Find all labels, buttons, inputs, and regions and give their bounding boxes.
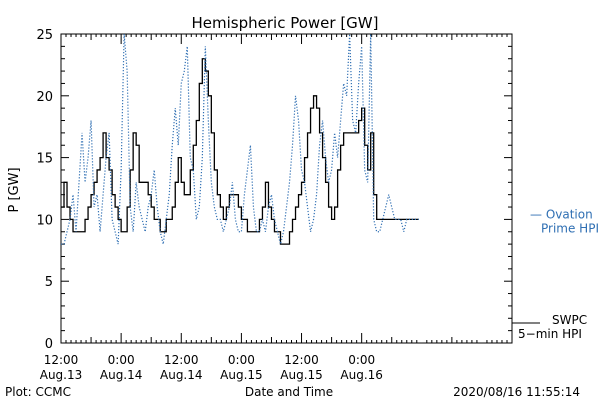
y-tick-label: 10: [36, 213, 53, 228]
x-tick-date-label: Aug.14: [100, 368, 143, 382]
x-tick-date-label: Aug.15: [220, 368, 263, 382]
plot-timestamp: 2020/08/16 11:55:14: [453, 385, 580, 399]
legend-swpc-line1: SWPC: [552, 313, 587, 327]
x-axis-label: Date and Time: [245, 385, 333, 399]
legend-ovation-line2: Prime HPI: [541, 221, 599, 235]
x-tick-date-label: Aug.15: [280, 368, 323, 382]
x-tick-time-label: 12:00: [284, 353, 319, 367]
y-tick-label: 20: [36, 90, 53, 105]
plot-frame: [60, 33, 513, 344]
x-tick-time-label: 0:00: [108, 353, 135, 367]
legend-ovation-line1: — Ovation: [530, 207, 593, 221]
plot-area: 051015202512:00Aug.130:00Aug.1412:00Aug.…: [36, 28, 599, 382]
chart-title: Hemispheric Power [GW]: [192, 14, 379, 32]
y-tick-label: 0: [45, 337, 53, 352]
plot-credit: Plot: CCMC: [5, 385, 71, 399]
x-tick-date-label: Aug.13: [40, 368, 83, 382]
series-line-ovation: [61, 33, 419, 245]
x-tick-time-label: 0:00: [228, 353, 255, 367]
x-tick-date-label: Aug.14: [160, 368, 203, 382]
y-tick-label: 25: [36, 28, 53, 43]
legend-swpc-line2: 5−min HPI: [518, 327, 582, 341]
x-tick-time-label: 0:00: [348, 353, 375, 367]
y-tick-label: 5: [45, 275, 53, 290]
series-line-swpc: [61, 58, 419, 245]
x-tick-time-label: 12:00: [164, 353, 199, 367]
y-tick-label: 15: [36, 152, 53, 167]
x-tick-time-label: 12:00: [44, 353, 79, 367]
y-axis-label: P [GW]: [7, 167, 22, 212]
x-tick-date-label: Aug.16: [340, 368, 383, 382]
